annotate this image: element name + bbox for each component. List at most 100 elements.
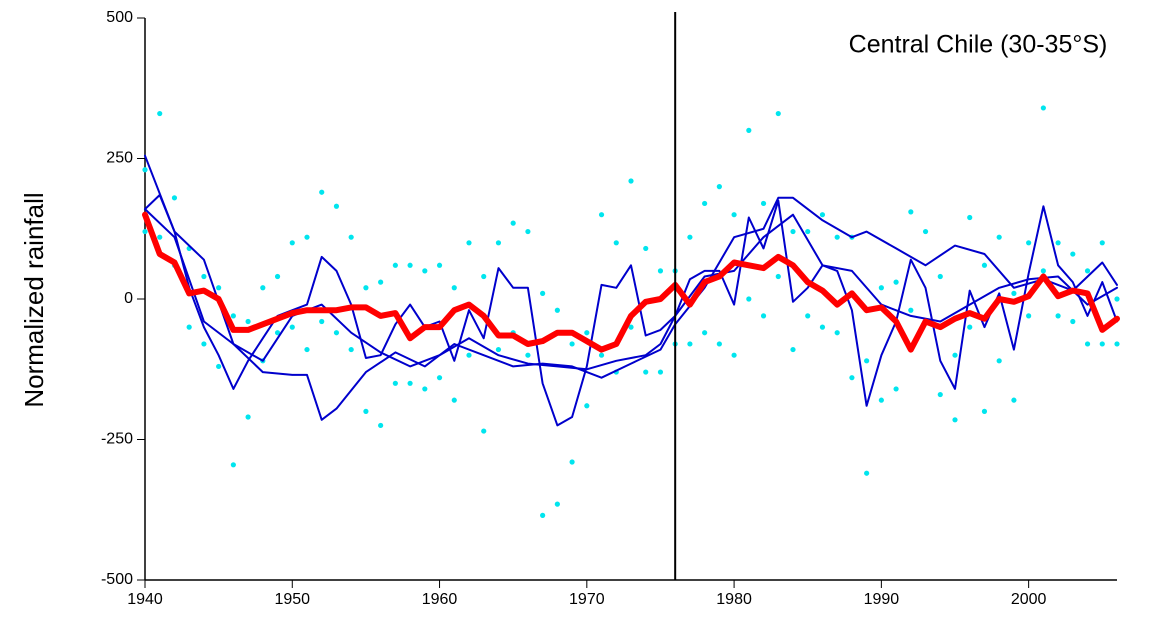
- station-dot: [775, 110, 781, 117]
- station-dot: [613, 240, 619, 246]
- station-dot: [1114, 341, 1120, 347]
- station-dot: [378, 279, 384, 285]
- station-dot: [805, 313, 811, 319]
- y-tick-label: -250: [101, 431, 133, 448]
- x-tick-label: 2000: [1011, 591, 1047, 608]
- station-dot: [819, 212, 826, 218]
- station-dot: [1040, 268, 1046, 274]
- station-dot: [554, 501, 560, 507]
- station-dot: [495, 346, 502, 353]
- annotation: Central Chile (30-35°S): [849, 31, 1108, 59]
- station-dot: [760, 313, 767, 319]
- station-dot: [643, 245, 649, 252]
- station-dot: [864, 470, 870, 476]
- station-dot: [569, 459, 575, 465]
- station-dot: [1011, 397, 1017, 403]
- station-dot: [289, 324, 295, 330]
- station-dot: [790, 228, 796, 235]
- station-dot: [422, 386, 428, 392]
- y-tick-label: 0: [124, 290, 133, 307]
- station-dot: [525, 228, 531, 235]
- station-dot: [392, 380, 398, 386]
- station-dot: [540, 512, 546, 518]
- station-dot: [628, 324, 634, 330]
- station-dot: [274, 273, 281, 280]
- station-dot: [834, 330, 840, 336]
- station-dot: [274, 330, 281, 336]
- station-dot: [702, 330, 708, 336]
- station-dot: [304, 346, 310, 353]
- station-dot: [319, 189, 325, 195]
- station-dot: [569, 341, 575, 347]
- station-dot: [216, 285, 222, 291]
- station-dot: [510, 220, 516, 226]
- station-dot: [716, 341, 722, 347]
- station-dot: [657, 369, 664, 375]
- station-dot: [731, 212, 737, 218]
- station-dot: [937, 273, 943, 280]
- station-dot: [834, 234, 840, 240]
- station-dot: [981, 262, 988, 268]
- station-dot: [1026, 240, 1032, 246]
- station-dot: [304, 234, 310, 240]
- station-dot: [422, 268, 428, 274]
- series-line: [144, 208, 1118, 371]
- station-dot: [333, 203, 340, 209]
- station-dot: [157, 234, 163, 240]
- station-dot: [819, 324, 826, 330]
- station-dot: [657, 268, 664, 274]
- station-dot: [201, 341, 207, 347]
- station-dot: [554, 307, 560, 313]
- station-dot: [996, 358, 1002, 364]
- station-dot: [922, 228, 929, 235]
- station-dot: [1114, 296, 1120, 302]
- y-axis-label: Normalized rainfall: [19, 192, 49, 407]
- station-dot: [981, 408, 988, 414]
- y-tick-label: -500: [101, 571, 133, 588]
- station-dot: [598, 212, 605, 218]
- station-dot: [201, 273, 207, 280]
- station-dot: [142, 228, 148, 235]
- station-dot: [584, 403, 590, 409]
- station-dot: [1070, 251, 1076, 257]
- station-dot: [628, 178, 634, 184]
- station-dot: [1084, 341, 1091, 347]
- station-dot: [436, 375, 443, 381]
- station-dot: [407, 380, 413, 386]
- station-dot: [186, 324, 192, 330]
- station-dot: [864, 358, 870, 364]
- station-dot: [1011, 290, 1017, 296]
- station-dot: [687, 234, 693, 240]
- series-line: [144, 194, 1118, 427]
- x-tick-label: 1960: [422, 591, 458, 608]
- station-dot: [702, 200, 708, 207]
- station-dot: [157, 110, 163, 117]
- station-dot: [260, 285, 266, 291]
- x-tick-label: 1950: [274, 591, 310, 608]
- station-dot: [363, 408, 369, 414]
- station-dot: [775, 273, 781, 280]
- station-dot: [908, 209, 914, 215]
- station-dot: [216, 363, 222, 370]
- station-dot: [731, 352, 737, 358]
- x-tick-label: 1990: [864, 591, 900, 608]
- station-dot: [348, 346, 354, 353]
- station-dot: [171, 195, 178, 201]
- station-dot: [952, 417, 958, 423]
- station-dot: [584, 330, 590, 336]
- station-dot: [230, 313, 236, 319]
- station-dot: [319, 318, 325, 325]
- station-dot: [805, 228, 811, 235]
- station-dot: [1055, 240, 1061, 246]
- station-dot: [230, 462, 236, 468]
- station-dot: [540, 290, 546, 296]
- x-tick-label: 1940: [127, 591, 163, 608]
- station-dot: [746, 127, 752, 133]
- station-dot: [407, 262, 413, 268]
- station-dot: [289, 240, 295, 246]
- station-dot: [878, 397, 884, 403]
- station-dot: [392, 262, 398, 268]
- y-tick-label: 250: [106, 150, 133, 167]
- station-dot: [598, 352, 605, 358]
